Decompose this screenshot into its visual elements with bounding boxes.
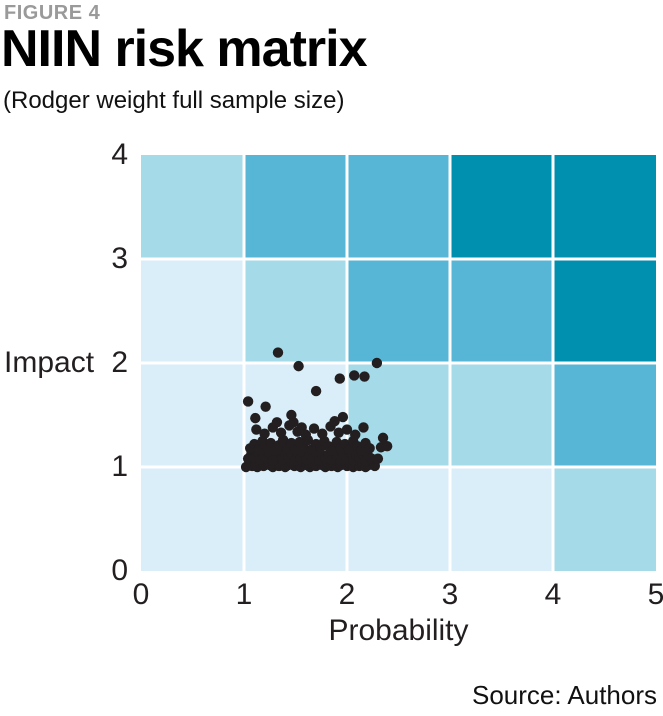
grid-cell bbox=[244, 467, 347, 571]
y-tick-1: 1 bbox=[111, 450, 128, 483]
y-axis-title: Impact bbox=[4, 346, 95, 379]
x-tick-1: 1 bbox=[235, 578, 253, 611]
grid-cell bbox=[553, 467, 656, 571]
figure-subtitle: (Rodger weight full sample size) bbox=[3, 87, 345, 114]
grid-cell bbox=[553, 259, 656, 363]
grid-cell bbox=[450, 155, 553, 259]
grid-cell bbox=[347, 467, 450, 571]
scatter-point bbox=[341, 424, 353, 435]
scatter-point bbox=[358, 422, 369, 433]
x-tick-3: 3 bbox=[441, 578, 459, 611]
y-tick-0: 0 bbox=[111, 554, 128, 587]
scatter-point bbox=[350, 429, 361, 440]
scatter-point bbox=[377, 432, 389, 444]
y-tick-3: 3 bbox=[111, 242, 128, 275]
figure-label: FIGURE 4 bbox=[4, 2, 101, 24]
grid-cell bbox=[244, 259, 347, 363]
x-tick-5: 5 bbox=[647, 578, 663, 611]
grid-cell bbox=[553, 155, 656, 259]
scatter-point bbox=[275, 427, 287, 438]
scatter-point bbox=[317, 428, 328, 439]
y-tick-2: 2 bbox=[111, 346, 128, 379]
scatter-point bbox=[329, 416, 340, 427]
scatter-point bbox=[293, 360, 304, 372]
scatter-point bbox=[250, 412, 261, 424]
scatter-point bbox=[333, 427, 344, 438]
scatter-point bbox=[337, 411, 349, 423]
scatter-point bbox=[310, 385, 322, 397]
source-note: Source: Authors bbox=[472, 680, 657, 710]
x-tick-4: 4 bbox=[544, 578, 562, 611]
grid-cell bbox=[553, 363, 656, 467]
scatter-point bbox=[334, 373, 345, 384]
grid-cell bbox=[450, 363, 553, 467]
grid-cell bbox=[141, 467, 244, 571]
y-tick-4: 4 bbox=[111, 138, 128, 171]
scatter-point bbox=[286, 409, 297, 421]
scatter-point bbox=[272, 347, 284, 358]
grid-cell bbox=[347, 155, 450, 259]
scatter-point bbox=[260, 401, 271, 412]
page-title: NIIN risk matrix bbox=[1, 20, 367, 78]
scatter-point bbox=[327, 445, 338, 456]
scatter-point bbox=[251, 424, 262, 435]
grid-cell bbox=[450, 259, 553, 363]
scatter-point bbox=[300, 429, 311, 440]
scatter-point bbox=[371, 357, 383, 369]
scatter-point bbox=[242, 396, 254, 407]
grid-cell bbox=[141, 259, 244, 363]
x-axis-title: Probability bbox=[328, 614, 469, 647]
scatter-point bbox=[349, 370, 360, 381]
grid-cell bbox=[244, 155, 347, 259]
scatter-point bbox=[259, 428, 270, 439]
scatter-point bbox=[253, 444, 264, 455]
scatter-point bbox=[364, 443, 375, 454]
grid-cell bbox=[141, 363, 244, 467]
grid-cell bbox=[141, 155, 244, 259]
scatter-point bbox=[308, 423, 320, 434]
scatter-point bbox=[343, 444, 355, 455]
x-tick-2: 2 bbox=[338, 578, 356, 611]
grid-cell bbox=[450, 467, 553, 571]
x-tick-0: 0 bbox=[132, 578, 150, 611]
plot-svg bbox=[141, 155, 656, 571]
scatter-point bbox=[271, 417, 283, 428]
scatter-point bbox=[372, 453, 384, 464]
scatter-point bbox=[381, 441, 393, 452]
grid-cell bbox=[347, 259, 450, 363]
scatter-point bbox=[359, 371, 370, 382]
